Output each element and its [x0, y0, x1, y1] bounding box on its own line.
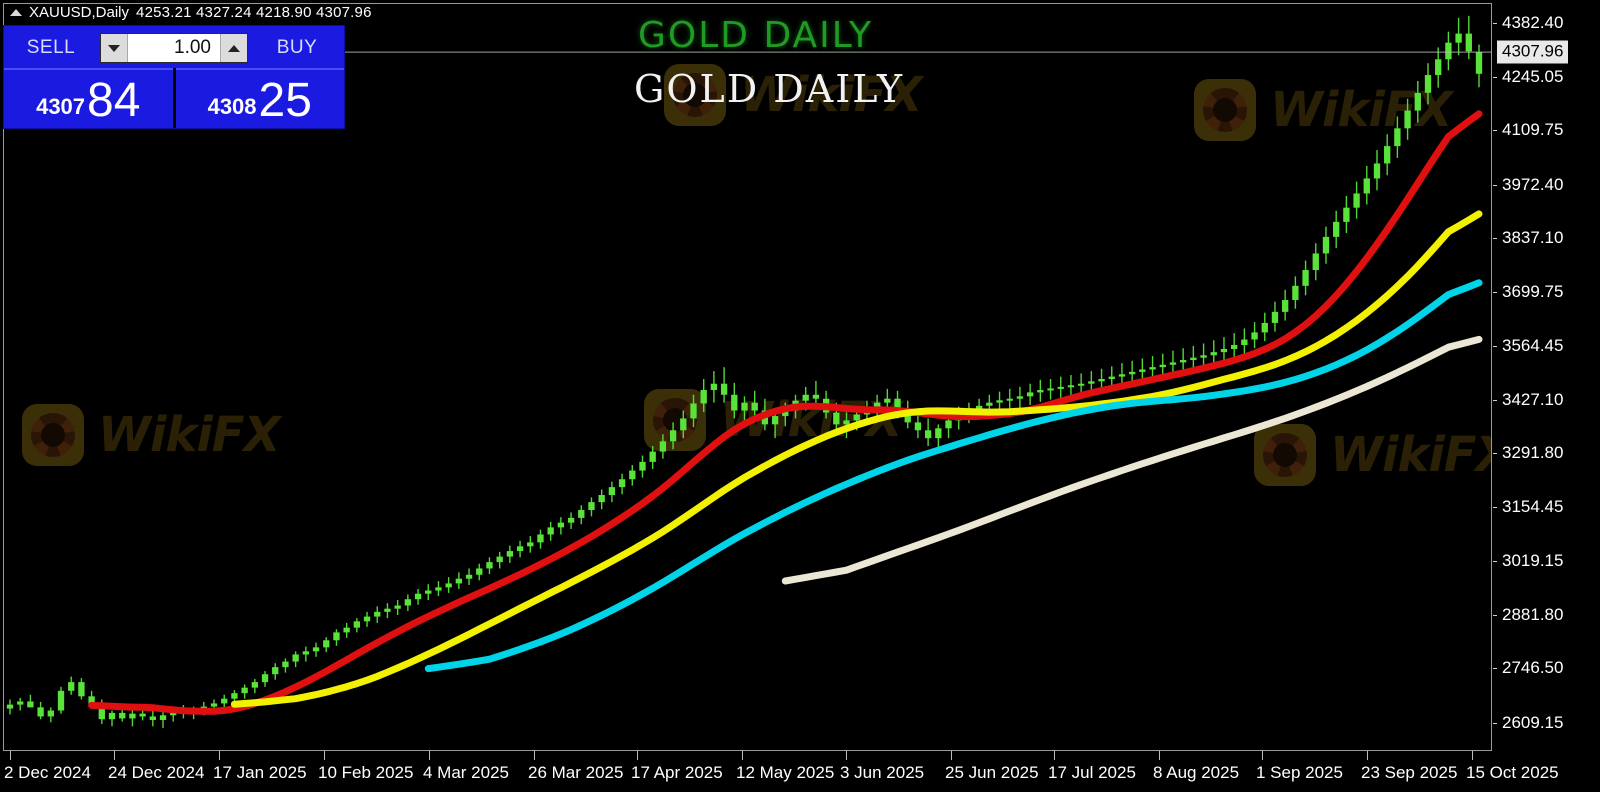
buy-button[interactable]: BUY [276, 37, 318, 58]
ma-line-1 [230, 210, 1483, 708]
time-tick-mark [324, 751, 325, 760]
quote-divider [4, 68, 173, 70]
price-tick-label: 4382.40 [1493, 13, 1563, 33]
time-tick-mark [1159, 751, 1160, 760]
ma-line-3 [781, 335, 1483, 585]
price-tick-label: 3427.10 [1493, 390, 1563, 410]
chart-title-green: GOLD DAILY [638, 15, 874, 56]
time-tick-label: 10 Feb 2025 [318, 763, 414, 782]
time-tick-label: 3 Jun 2025 [840, 763, 925, 782]
time-tick-mark [219, 751, 220, 760]
time-tick-mark [742, 751, 743, 760]
time-tick-label: 24 Dec 2024 [108, 763, 205, 782]
price-tick-label: 3291.80 [1493, 443, 1563, 463]
price-tick-label: 3019.15 [1493, 551, 1563, 571]
current-price-label: 4307.96 [1497, 40, 1569, 64]
bid-price-decimals: 84 [87, 73, 141, 127]
time-tick-mark [846, 751, 847, 760]
ma-line-0 [88, 110, 1483, 715]
chevron-down-icon [108, 44, 120, 52]
sell-button[interactable]: SELL [26, 37, 76, 58]
time-tick-mark [1472, 751, 1473, 760]
price-tick-label: 3972.40 [1493, 175, 1563, 195]
time-tick-label: 4 Mar 2025 [423, 763, 509, 782]
time-tick-label: 17 Apr 2025 [631, 763, 723, 782]
ask-quote[interactable]: 4308 25 [172, 68, 344, 128]
time-tick-mark [1054, 751, 1055, 760]
trade-panel-top-row: SELL 1.00 BUY [4, 26, 344, 68]
time-tick-mark [114, 751, 115, 760]
collapse-triangle-icon[interactable] [10, 9, 22, 16]
symbol-period-label: XAUUSD,Daily [29, 4, 130, 21]
time-tick-mark [637, 751, 638, 760]
time-tick-mark [1367, 751, 1368, 760]
time-tick-label: 17 Jul 2025 [1048, 763, 1136, 782]
price-tick-label: 4245.05 [1493, 67, 1563, 87]
symbol-ohlc-header: XAUUSD,Daily 4253.21 4327.24 4218.90 430… [4, 3, 378, 22]
time-tick-mark [951, 751, 952, 760]
time-tick-mark [429, 751, 430, 760]
lot-size-stepper[interactable]: 1.00 [100, 33, 248, 63]
chart-title-white: GOLD DAILY [634, 67, 905, 111]
ohlc-values: 4253.21 4327.24 4218.90 4307.96 [136, 4, 372, 21]
ask-price-integer: 4308 [207, 94, 257, 119]
price-tick-label: 2881.80 [1493, 605, 1563, 625]
price-tick-label: 3699.75 [1493, 282, 1563, 302]
time-tick-mark [1262, 751, 1263, 760]
price-axis[interactable]: 4382.40 4245.05 4109.75 3972.40 3837.10 3699.… [1492, 3, 1600, 751]
price-tick-label: 3837.10 [1493, 228, 1563, 248]
time-tick-label: 26 Mar 2025 [528, 763, 624, 782]
price-tick-label: 2609.15 [1493, 713, 1563, 733]
bid-price-integer: 4307 [36, 94, 86, 119]
quote-divider [175, 68, 344, 70]
price-tick-label: 3564.45 [1493, 336, 1563, 356]
one-click-trading-panel[interactable]: SELL 1.00 BUY 4307 84 4308 25 [4, 26, 344, 128]
price-tick-label: 3154.45 [1493, 497, 1563, 517]
time-axis[interactable]: 2 Dec 2024 24 Dec 2024 17 Jan 2025 10 Feb 2… [0, 751, 1600, 792]
bid-quote[interactable]: 4307 84 [4, 68, 173, 128]
ma-line-2 [424, 279, 1483, 673]
price-tick-label: 2746.50 [1493, 658, 1563, 678]
time-tick-mark [534, 751, 535, 760]
lot-increase-button[interactable] [220, 34, 247, 62]
time-tick-label: 12 May 2025 [736, 763, 835, 782]
trade-panel-quotes: 4307 84 4308 25 [4, 68, 344, 128]
ask-price-decimals: 25 [258, 73, 312, 127]
time-tick-label: 25 Jun 2025 [945, 763, 1039, 782]
time-tick-label: 15 Oct 2025 [1466, 763, 1559, 782]
chevron-up-icon [228, 44, 240, 52]
time-tick-label: 17 Jan 2025 [213, 763, 307, 782]
time-tick-label: 23 Sep 2025 [1361, 763, 1458, 782]
price-tick-label: 4109.75 [1493, 120, 1563, 140]
lot-decrease-button[interactable] [101, 34, 128, 62]
lot-size-input[interactable]: 1.00 [174, 37, 211, 58]
time-tick-mark [10, 751, 11, 760]
time-tick-label: 1 Sep 2025 [1256, 763, 1343, 782]
time-tick-label: 8 Aug 2025 [1153, 763, 1240, 782]
time-tick-label: 2 Dec 2024 [4, 763, 91, 782]
